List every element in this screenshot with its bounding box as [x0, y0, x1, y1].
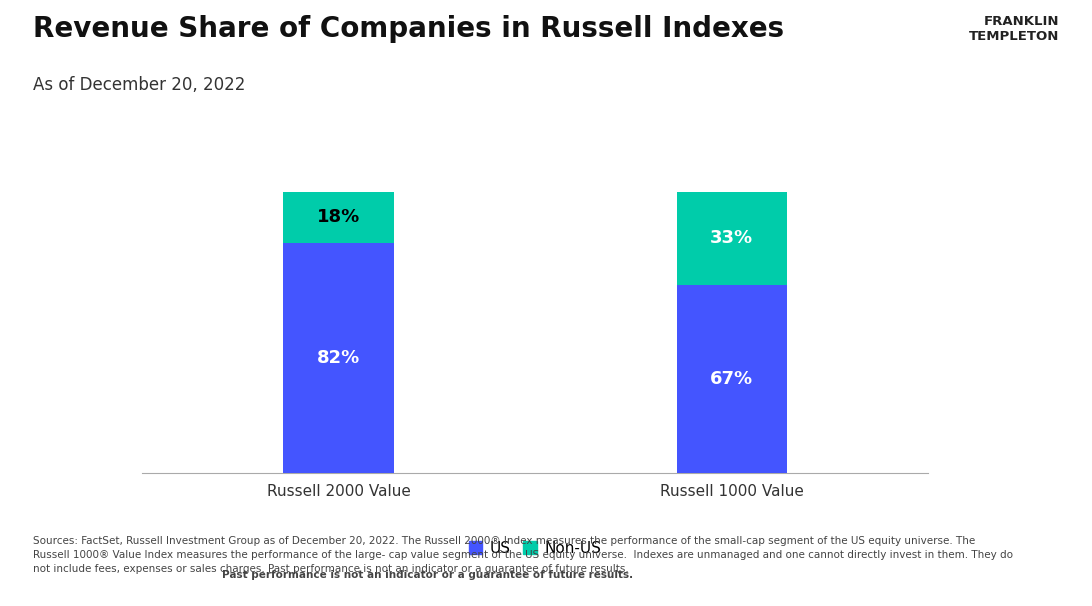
Bar: [677, 285, 786, 473]
Text: Past performance is not an indicator or a guarantee of future results.: Past performance is not an indicator or …: [222, 570, 633, 581]
Bar: [677, 192, 786, 285]
Text: Sources: FactSet, Russell Investment Group as of December 20, 2022. The Russell : Sources: FactSet, Russell Investment Gro…: [33, 536, 1012, 573]
Text: 82%: 82%: [317, 348, 360, 367]
Text: Revenue Share of Companies in Russell Indexes: Revenue Share of Companies in Russell In…: [33, 15, 784, 43]
Legend: US, Non-US: US, Non-US: [463, 534, 607, 562]
Bar: [284, 242, 393, 473]
Text: As of December 20, 2022: As of December 20, 2022: [33, 76, 245, 94]
Bar: [284, 192, 393, 242]
Text: 67%: 67%: [710, 370, 753, 388]
Text: FRANKLIN
TEMPLETON: FRANKLIN TEMPLETON: [969, 15, 1059, 43]
Text: 33%: 33%: [710, 230, 753, 247]
Text: 18%: 18%: [317, 208, 360, 227]
